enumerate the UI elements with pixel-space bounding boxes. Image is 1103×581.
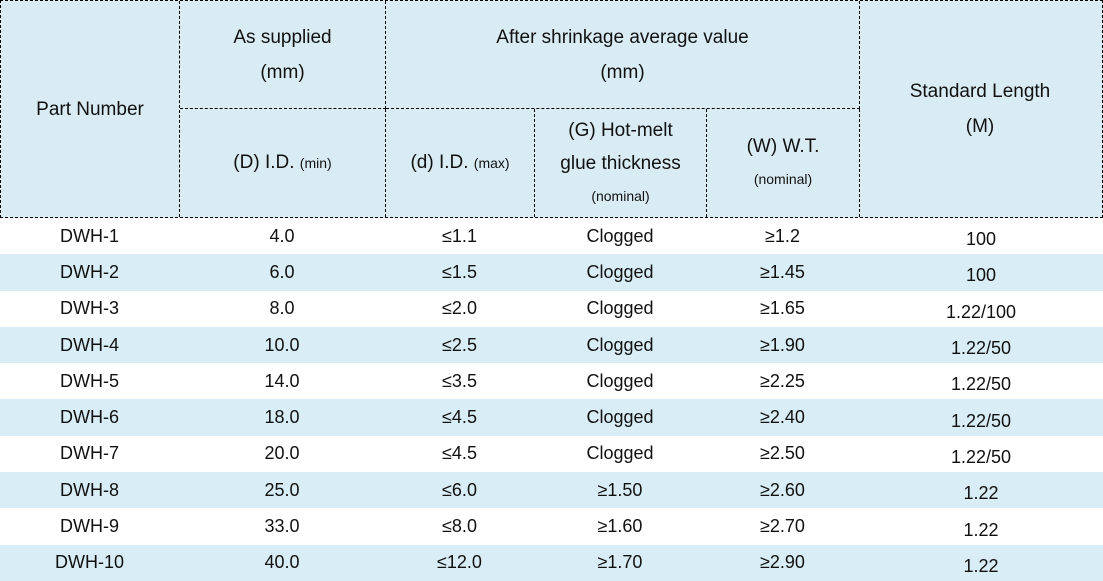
shrunk-id-cell: ≤12.0 xyxy=(437,552,482,573)
standard-length-cell: 100 xyxy=(965,229,997,250)
header-shrunk-id-label: (d) I.D. (max) xyxy=(410,145,509,181)
header-standard-length-line1: Standard Length xyxy=(909,81,1051,102)
shrunk-id-cell: ≤4.5 xyxy=(442,443,477,464)
header-standard-length: Standard Length (M) xyxy=(860,1,1100,217)
shrunk-id-cell: ≤2.0 xyxy=(442,298,477,319)
standard-length-cell: 1.22/50 xyxy=(950,446,1012,467)
table-header: Part Number As supplied (mm) After shrin… xyxy=(0,0,1103,218)
part-number-cell: DWH-2 xyxy=(60,261,119,282)
table-row: DWH-2 6.0 ≤1.5 Clogged ≥1.45 100 xyxy=(0,254,1103,291)
table-row: DWH-8 25.0 ≤6.0 ≥1.50 ≥2.60 1.22 xyxy=(0,472,1103,509)
shrunk-id-cell: ≤1.5 xyxy=(442,261,477,282)
supplied-id-cell: 25.0 xyxy=(264,479,300,500)
part-number-cell: DWH-7 xyxy=(60,443,119,464)
glue-thickness-cell: ≥1.60 xyxy=(597,516,643,537)
table-row: DWH-7 20.0 ≤4.5 Clogged ≥2.50 1.22/50 xyxy=(0,435,1103,473)
glue-thickness-cell: ≥1.50 xyxy=(597,479,643,500)
glue-thickness-cell: Clogged xyxy=(586,261,654,282)
header-after-shrinkage-unit: (mm) xyxy=(600,61,645,83)
wall-thickness-cell: ≥1.2 xyxy=(765,225,800,246)
glue-thickness-cell: Clogged xyxy=(586,334,654,355)
table-row: DWH-10 40.0 ≤12.0 ≥1.70 ≥2.90 1.22 xyxy=(0,544,1103,581)
header-glue-thickness-line2: glue thickness xyxy=(560,152,681,174)
table-body: DWH-1 4.0 ≤1.1 Clogged ≥1.2 100 DWH-2 6.0 ≤1.5 Cl… xyxy=(0,218,1103,581)
standard-length-cell: 1.22/50 xyxy=(950,374,1012,395)
shrunk-id-cell: ≤3.5 xyxy=(442,370,477,391)
table-row: DWH-9 33.0 ≤8.0 ≥1.60 ≥2.70 1.22 xyxy=(0,508,1103,545)
standard-length-cell: 1.22/50 xyxy=(950,338,1012,359)
shrunk-id-cell: ≤2.5 xyxy=(442,334,477,355)
header-part-number: Part Number xyxy=(1,1,180,217)
part-number-cell: DWH-10 xyxy=(54,552,124,573)
part-number-cell: DWH-3 xyxy=(60,298,119,319)
shrunk-id-cell: ≤8.0 xyxy=(442,516,477,537)
header-wall-thickness: (W) W.T. (nominal) xyxy=(707,109,860,217)
glue-thickness-cell: Clogged xyxy=(586,298,654,319)
header-shrunk-id: (d) I.D. (max) xyxy=(386,109,535,217)
part-number-cell: DWH-5 xyxy=(60,370,119,391)
supplied-id-cell: 4.0 xyxy=(269,225,295,246)
supplied-id-cell: 40.0 xyxy=(264,552,300,573)
wall-thickness-cell: ≥1.65 xyxy=(760,298,805,319)
standard-length-cell: 100 xyxy=(965,265,997,286)
part-number-cell: DWH-1 xyxy=(60,225,119,246)
header-shrunk-id-qualifier: (max) xyxy=(473,155,510,171)
header-glue-thickness: (G) Hot-melt glue thickness (nominal) xyxy=(535,109,707,217)
supplied-id-cell: 6.0 xyxy=(269,261,295,282)
part-number-cell: DWH-4 xyxy=(60,334,119,355)
standard-length-cell: 1.22 xyxy=(963,519,999,540)
header-after-shrinkage: After shrinkage average value (mm) xyxy=(386,1,860,109)
wall-thickness-cell: ≥1.45 xyxy=(760,261,805,282)
header-as-supplied: As supplied (mm) xyxy=(180,1,386,109)
header-as-supplied-unit: (mm) xyxy=(260,61,305,83)
part-number-cell: DWH-9 xyxy=(60,516,119,537)
header-standard-length-unit: (M) xyxy=(965,116,995,137)
table-row: DWH-5 14.0 ≤3.5 Clogged ≥2.25 1.22/50 xyxy=(0,363,1103,400)
table-row: DWH-4 10.0 ≤2.5 Clogged ≥1.90 1.22/50 xyxy=(0,326,1103,364)
standard-length-cell: 1.22/100 xyxy=(945,301,1017,322)
wall-thickness-cell: ≥2.90 xyxy=(760,552,805,573)
wall-thickness-cell: ≥1.90 xyxy=(760,334,805,355)
table-row: DWH-6 18.0 ≤4.5 Clogged ≥2.40 1.22/50 xyxy=(0,399,1103,436)
supplied-id-cell: 20.0 xyxy=(264,443,300,464)
header-supplied-id-qualifier: (min) xyxy=(299,155,332,171)
wall-thickness-cell: ≥2.60 xyxy=(760,479,805,500)
header-shrunk-id-main: (d) I.D. xyxy=(410,152,469,173)
supplied-id-cell: 33.0 xyxy=(264,516,300,537)
standard-length-cell: 1.22 xyxy=(963,555,999,576)
header-wall-thickness-qualifier: (nominal) xyxy=(753,171,813,187)
header-supplied-id: (D) I.D. (min) xyxy=(180,109,386,217)
shrunk-id-cell: ≤4.5 xyxy=(442,407,477,428)
header-part-number-label: Part Number xyxy=(36,98,144,120)
wall-thickness-cell: ≥2.70 xyxy=(760,516,805,537)
supplied-id-cell: 18.0 xyxy=(264,407,300,428)
supplied-id-cell: 10.0 xyxy=(264,334,300,355)
standard-length-cell: 1.22 xyxy=(963,483,999,504)
header-glue-thickness-line1: (G) Hot-melt xyxy=(568,119,673,141)
header-supplied-id-label: (D) I.D. (min) xyxy=(233,145,331,181)
supplied-id-cell: 14.0 xyxy=(264,370,300,391)
standard-length-cell: 1.22/50 xyxy=(950,410,1012,431)
header-after-shrinkage-line1: After shrinkage average value xyxy=(496,26,749,48)
shrunk-id-cell: ≤6.0 xyxy=(442,479,477,500)
header-supplied-id-main: (D) I.D. xyxy=(233,152,295,173)
header-glue-thickness-qualifier: (nominal) xyxy=(591,187,650,204)
supplied-id-cell: 8.0 xyxy=(269,298,295,319)
table-row: DWH-1 4.0 ≤1.1 Clogged ≥1.2 100 xyxy=(0,218,1103,255)
glue-thickness-cell: ≥1.70 xyxy=(597,552,643,573)
wall-thickness-cell: ≥2.50 xyxy=(760,443,805,464)
table-row: DWH-3 8.0 ≤2.0 Clogged ≥1.65 1.22/100 xyxy=(0,290,1103,327)
glue-thickness-cell: Clogged xyxy=(586,443,654,464)
shrunk-id-cell: ≤1.1 xyxy=(442,225,477,246)
part-number-cell: DWH-6 xyxy=(60,407,119,428)
header-wall-thickness-main: (W) W.T. xyxy=(746,136,820,157)
glue-thickness-cell: Clogged xyxy=(586,225,654,246)
glue-thickness-cell: Clogged xyxy=(586,370,654,391)
glue-thickness-cell: Clogged xyxy=(586,407,654,428)
header-as-supplied-line1: As supplied xyxy=(233,26,332,48)
part-number-cell: DWH-8 xyxy=(60,479,119,500)
wall-thickness-cell: ≥2.25 xyxy=(760,370,805,391)
wall-thickness-cell: ≥2.40 xyxy=(760,407,805,428)
